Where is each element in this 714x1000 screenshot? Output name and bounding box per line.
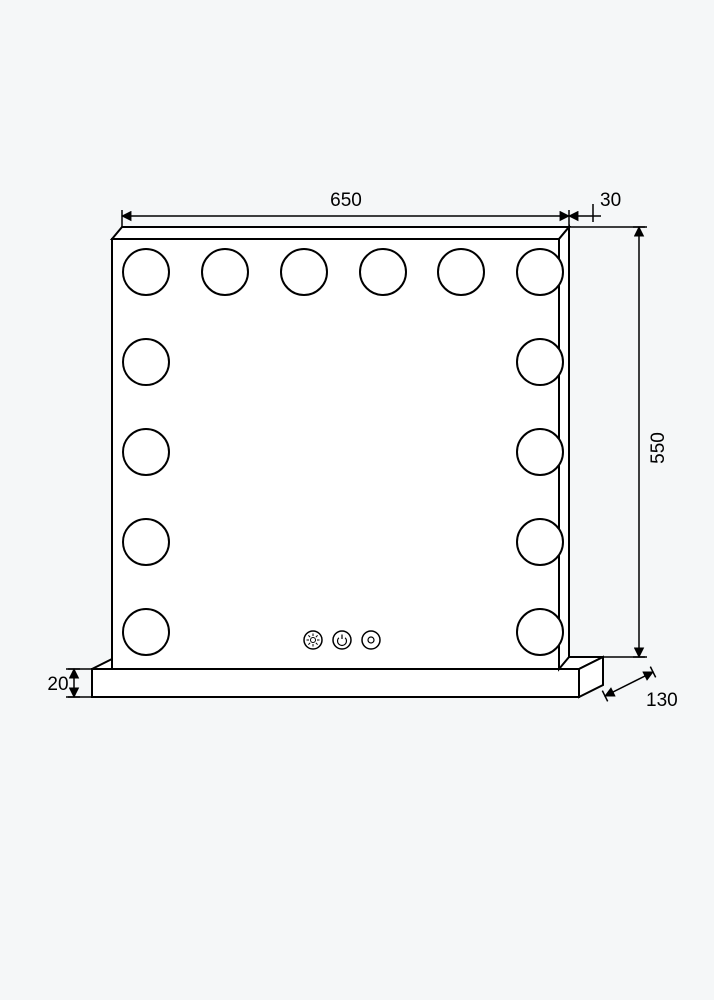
dimension-base-height: 20 xyxy=(47,669,92,697)
dimension-base-depth-label: 130 xyxy=(646,690,678,711)
bulb xyxy=(123,519,169,565)
dimension-height: 550 xyxy=(569,227,669,657)
bulb xyxy=(517,249,563,295)
bulb xyxy=(360,249,406,295)
dimension-depth-label: 30 xyxy=(600,190,621,211)
dimension-width: 650 xyxy=(122,190,569,227)
bulb xyxy=(517,519,563,565)
mirror-dimension-diagram: 650 30 550 130 20 xyxy=(0,0,714,1000)
dimension-base-depth: 130 xyxy=(602,667,677,711)
mirror-front-face xyxy=(112,239,559,669)
control-button xyxy=(333,631,351,649)
bulb xyxy=(123,339,169,385)
dimension-width-label: 650 xyxy=(330,190,362,211)
control-buttons xyxy=(304,631,380,649)
bulb xyxy=(123,429,169,475)
bulb xyxy=(123,249,169,295)
dimension-height-label: 550 xyxy=(648,432,669,464)
bulb xyxy=(123,609,169,655)
bulb xyxy=(517,609,563,655)
dimension-depth-top: 30 xyxy=(569,190,621,222)
base-front-face xyxy=(92,669,579,697)
control-button xyxy=(362,631,380,649)
bulb xyxy=(281,249,327,295)
mirror-top-face xyxy=(112,227,569,239)
control-button xyxy=(304,631,322,649)
dimension-base-height-label: 20 xyxy=(47,674,68,695)
bulb xyxy=(517,339,563,385)
bulb xyxy=(438,249,484,295)
bulb xyxy=(517,429,563,475)
bulb xyxy=(202,249,248,295)
